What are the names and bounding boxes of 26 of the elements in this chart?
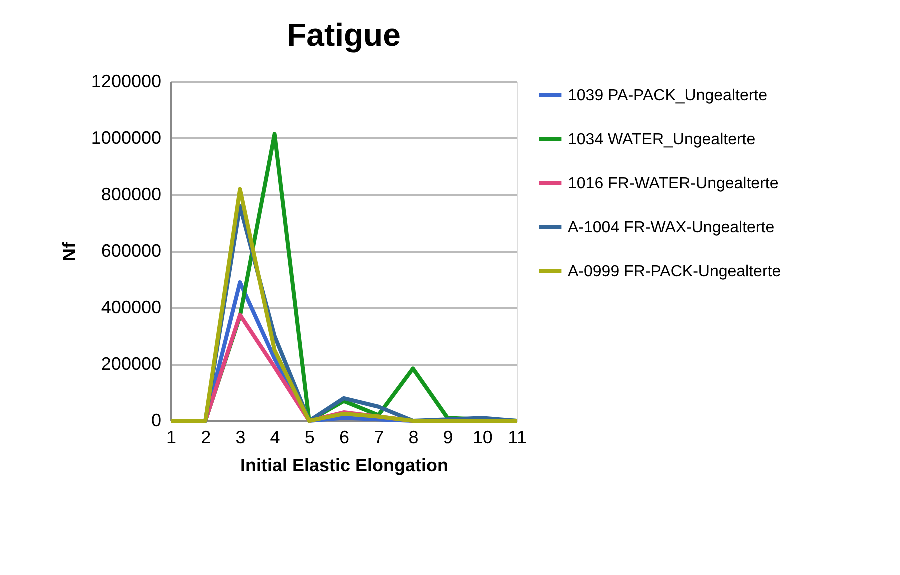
x-tick-label: 3 xyxy=(236,428,246,448)
legend-label: A-1004 FR-WAX-Ungealterte xyxy=(568,220,775,236)
x-tick-label: 4 xyxy=(270,428,280,448)
y-tick-label: 800000 xyxy=(101,184,162,204)
chart-title: Fatigue xyxy=(287,17,401,53)
x-axis-title: Initial Elastic Elongation xyxy=(240,456,449,476)
legend-label: 1039 PA-PACK_Ungealterte xyxy=(568,88,768,104)
x-tick-label: 9 xyxy=(443,428,454,448)
y-tick-label: 600000 xyxy=(101,241,162,261)
x-tick-label: 5 xyxy=(304,428,315,448)
y-tick-label: 400000 xyxy=(101,298,162,318)
x-tick-label: 7 xyxy=(374,428,384,448)
x-tick-label: 11 xyxy=(508,428,527,448)
x-tick-label: 2 xyxy=(201,428,212,448)
y-axis-title: Nf xyxy=(59,242,80,262)
legend-label: 1016 FR-WATER-Ungealterte xyxy=(568,176,779,192)
legend-label: 1034 WATER_Ungealterte xyxy=(568,132,756,148)
y-tick-label: 1200000 xyxy=(91,72,162,92)
x-tick-label: 10 xyxy=(472,428,493,448)
y-tick-label: 1000000 xyxy=(91,128,162,148)
legend-label: A-0999 FR-PACK-Ungealterte xyxy=(568,264,782,280)
x-tick-label: 6 xyxy=(339,428,350,448)
y-tick-label: 0 xyxy=(151,410,162,430)
y-tick-label: 200000 xyxy=(101,354,162,374)
x-tick-label: 8 xyxy=(408,428,419,448)
x-tick-label: 1 xyxy=(166,428,177,448)
